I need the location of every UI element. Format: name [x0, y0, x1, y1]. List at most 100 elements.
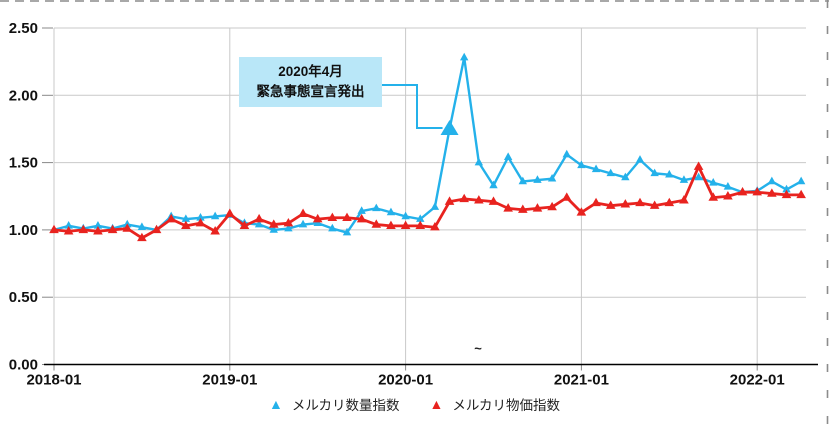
data-marker: [342, 227, 352, 236]
annotation-line1: 2020年4月: [278, 64, 343, 80]
annotation-connector: [382, 84, 443, 129]
data-marker: [239, 220, 250, 230]
data-marker: [400, 220, 411, 230]
highlighted-point-marker: [440, 119, 459, 135]
data-marker: [107, 224, 118, 234]
data-marker: [606, 168, 615, 177]
data-marker: [709, 177, 718, 186]
data-marker: [679, 175, 689, 183]
data-marker: [401, 211, 410, 220]
data-marker: [649, 200, 660, 209]
data-marker: [78, 224, 89, 234]
data-marker: [781, 189, 792, 199]
data-marker: [737, 187, 748, 196]
data-marker: [723, 182, 733, 190]
data-marker: [444, 196, 455, 205]
data-marker: [679, 195, 689, 204]
data-marker: [796, 189, 806, 199]
series-line-0: [53, 56, 802, 234]
data-marker: [547, 201, 557, 211]
data-marker: [49, 224, 59, 234]
data-marker: [518, 204, 528, 213]
data-marker: [533, 175, 542, 183]
data-marker: [386, 220, 396, 230]
data-marker: [181, 220, 191, 230]
x-axis-label: 2020-01: [378, 372, 433, 389]
data-marker: [195, 217, 206, 227]
data-marker: [137, 222, 147, 231]
data-marker: [93, 221, 103, 229]
data-marker: [591, 197, 601, 207]
data-marker: [650, 168, 659, 177]
annotation-line2: 緊急事態宣言発出: [256, 84, 365, 99]
data-marker: [254, 219, 264, 228]
data-marker: [430, 202, 440, 210]
data-marker: [620, 199, 631, 208]
data-marker: [268, 219, 279, 228]
data-marker: [767, 188, 777, 197]
data-marker: [460, 52, 469, 61]
data-marker: [605, 200, 616, 209]
data-marker: [489, 180, 498, 189]
data-marker: [415, 220, 426, 230]
data-marker: [327, 212, 338, 221]
x-axis-label: 2018-01: [26, 372, 81, 389]
data-marker: [488, 196, 499, 205]
y-axis-label: 1.50: [9, 155, 38, 172]
chart-legend: ▲ メルカリ数量指数 ▲ メルカリ物価指数: [0, 394, 829, 414]
data-marker: [664, 197, 675, 207]
data-marker: [269, 225, 278, 233]
data-marker: [283, 217, 294, 227]
data-marker: [312, 213, 323, 223]
data-marker: [298, 219, 308, 228]
data-marker: [196, 212, 205, 221]
annotation-callout: 2020年4月 緊急事態宣言発出: [239, 57, 382, 107]
x-axis-label: 2022-01: [730, 372, 785, 389]
data-marker: [694, 172, 703, 181]
legend-label: メルカリ物価指数: [452, 398, 560, 413]
data-marker: [518, 176, 527, 185]
data-marker: [328, 223, 337, 232]
data-marker: [474, 195, 484, 204]
x-axis-label: 2021-01: [554, 372, 609, 389]
data-marker: [561, 192, 572, 201]
series-line-1: [53, 165, 802, 240]
data-marker: [416, 214, 425, 222]
x-axis-label: 2019-01: [202, 372, 257, 389]
data-marker: [372, 203, 381, 212]
data-marker: [767, 176, 777, 185]
data-marker: [635, 197, 645, 207]
data-marker: [532, 203, 543, 212]
data-marker: [693, 161, 704, 170]
data-marker: [151, 224, 162, 234]
legend-item-1: ▲ メルカリ物価指数: [430, 394, 560, 414]
data-marker: [621, 172, 630, 181]
data-marker: [547, 173, 557, 182]
data-marker: [635, 155, 645, 163]
data-marker: [503, 152, 513, 161]
legend-item-0: ▲ メルカリ数量指数: [269, 394, 399, 414]
data-marker: [210, 211, 220, 220]
y-axis-label: 2.00: [9, 87, 38, 104]
legend-triangle-icon: ▲: [429, 396, 444, 412]
y-axis-label: 0.50: [9, 289, 38, 306]
data-marker: [665, 169, 674, 178]
data-marker: [357, 206, 366, 214]
y-axis-label: 1.00: [9, 222, 38, 239]
data-marker: [371, 219, 382, 228]
data-marker: [225, 208, 235, 217]
stray-tilde-mark: ~: [474, 341, 482, 356]
data-marker: [298, 208, 308, 217]
data-marker: [342, 212, 352, 221]
data-marker: [796, 176, 806, 185]
data-marker: [64, 221, 73, 229]
data-marker: [356, 213, 367, 223]
data-marker: [562, 149, 571, 158]
y-axis-label: 2.50: [9, 20, 38, 37]
data-marker: [782, 184, 791, 193]
legend-triangle-icon: ▲: [269, 396, 283, 412]
data-marker: [63, 226, 74, 235]
data-marker: [577, 160, 586, 169]
legend-label: メルカリ数量指数: [291, 398, 400, 413]
